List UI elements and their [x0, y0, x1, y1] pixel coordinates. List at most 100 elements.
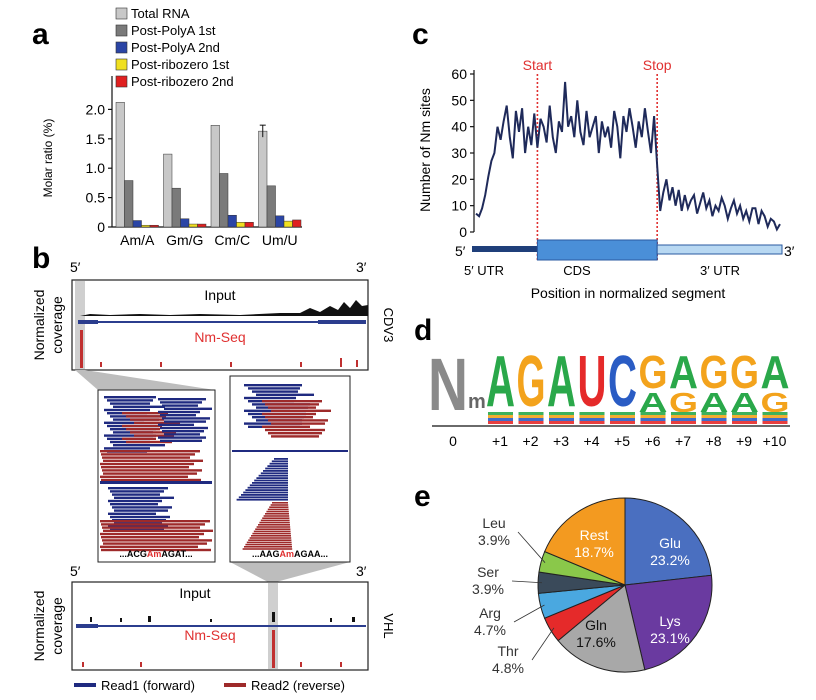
read — [249, 484, 288, 487]
panel-a-category-label: Cm/C — [214, 232, 250, 248]
panel-a-category-label: Um/U — [262, 232, 298, 248]
seq-right-post: AGAA... — [294, 549, 328, 559]
read — [266, 510, 289, 513]
read — [122, 437, 156, 440]
legend-read2-swatch — [224, 683, 246, 687]
read — [122, 424, 162, 428]
read — [265, 403, 319, 406]
logo-minor — [610, 415, 635, 418]
pie-slice-lys — [624, 574, 713, 671]
logo-minor — [549, 412, 574, 415]
logo-minor — [762, 421, 788, 424]
read — [247, 486, 288, 489]
panel-c-five-prime: 5′ — [455, 243, 466, 259]
legend-swatch-total-rna — [115, 7, 128, 20]
read — [130, 431, 176, 434]
read — [113, 405, 165, 408]
logo-minor — [549, 415, 574, 418]
logo-minor — [640, 412, 666, 415]
pie-leader-line — [517, 531, 546, 563]
read — [262, 517, 290, 519]
logo-minor — [549, 418, 574, 421]
read — [245, 543, 292, 546]
panel-d-label: d — [414, 314, 432, 347]
panel-a-bar — [283, 220, 293, 228]
panel-c-xlabel: Position in normalized segment — [531, 285, 726, 301]
track-top-nmseq-label: Nm-Seq — [194, 329, 245, 345]
panel-a-bar — [171, 187, 181, 228]
read — [244, 384, 302, 387]
logo-minor — [549, 421, 574, 424]
panel-c: c Number of Nm sites 0 10 20 30 40 50 60 Start… — [412, 18, 795, 301]
pie-label-value: 4.8% — [492, 660, 524, 676]
logo-letter: A — [761, 346, 790, 398]
panel-a-category-label: Gm/G — [166, 232, 203, 248]
track-bottom-frame — [71, 581, 369, 671]
read — [244, 396, 296, 400]
panel-a-axes: 0 0.5 1.0 1.5 2.0 — [86, 76, 302, 235]
read — [108, 487, 168, 490]
read — [265, 416, 313, 419]
pie-chart — [537, 497, 713, 673]
read — [252, 532, 291, 535]
logo-letter: A — [486, 342, 515, 422]
panel-c-axes: 0 10 20 30 40 50 60 — [451, 66, 475, 240]
legend-total-rna: Total RNA — [131, 6, 190, 21]
logo-minor — [701, 418, 727, 421]
logo-minor — [488, 418, 513, 421]
logo-minor — [701, 421, 727, 424]
logo-letter: U — [578, 342, 607, 422]
pie-label-value: 4.7% — [474, 622, 506, 638]
logo-minor — [518, 418, 544, 421]
track-top-frame — [71, 279, 369, 371]
logo-minor — [610, 418, 635, 421]
legend-swatch-post-ribozero-2nd — [115, 75, 128, 88]
pie-label-name: Lys — [659, 613, 680, 629]
logo-letter-N: N — [428, 343, 468, 426]
read — [101, 548, 211, 552]
read — [112, 506, 172, 509]
track-bottom-ylabel-2: coverage — [49, 597, 65, 655]
read — [100, 475, 188, 478]
panel-a-bar — [132, 220, 142, 228]
read — [134, 421, 180, 424]
legend-read1: Read1 (forward) — [101, 678, 195, 693]
read — [100, 545, 198, 548]
reference-line — [232, 450, 348, 452]
seq-left-post: AGAT... — [161, 549, 192, 559]
track-top-nmseq-ticks — [100, 358, 358, 367]
panel-a-bar — [266, 185, 276, 228]
logo-minor — [518, 415, 544, 418]
read — [248, 387, 300, 390]
read — [160, 401, 202, 404]
read — [260, 472, 288, 475]
read — [160, 414, 196, 417]
panel-a-bar — [115, 102, 125, 228]
read — [263, 515, 290, 517]
read — [255, 528, 291, 530]
zoom-connector-right — [230, 562, 350, 582]
read — [130, 418, 164, 421]
panel-c-ytick-label: 0 — [459, 224, 467, 240]
read — [104, 434, 156, 437]
pie-label-name: Leu — [482, 515, 505, 531]
read — [104, 408, 150, 412]
read — [271, 435, 319, 438]
panel-a-ytick-label: 0.5 — [86, 190, 106, 206]
read — [104, 396, 156, 399]
read — [256, 393, 314, 396]
read — [245, 489, 288, 491]
track-top-exon — [78, 320, 98, 324]
track-top-highlight — [75, 281, 85, 369]
panel-b: b 5′ 3′ Input Nm-Seq CDV3 Normalized cov… — [31, 242, 396, 693]
logo-minor — [732, 415, 757, 418]
track-top-five-prime: 5′ — [70, 259, 81, 275]
read — [244, 409, 290, 412]
read — [104, 421, 144, 424]
seq-left-nm: Am — [147, 549, 162, 559]
logo-position-label: 0 — [449, 433, 457, 449]
read — [262, 425, 310, 428]
logo-minor — [518, 421, 544, 424]
read — [274, 458, 288, 460]
